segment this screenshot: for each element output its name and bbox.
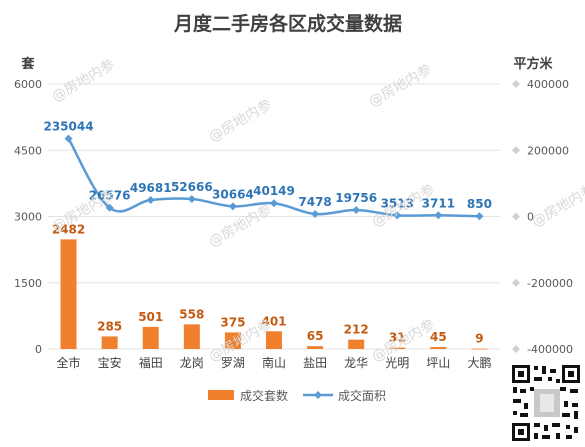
x-tick-label: 龙岗	[180, 356, 204, 370]
line-value-label: 3513	[381, 196, 414, 210]
line-point	[393, 211, 402, 220]
x-tick-label: 坪山	[426, 356, 450, 370]
bar-value-label: 65	[307, 329, 324, 343]
left-tick-label: 6000	[14, 78, 42, 91]
bar-value-label: 401	[261, 314, 286, 328]
legend-swatch-bars	[208, 390, 234, 400]
right-tick-label: -400000	[527, 343, 573, 356]
right-tick-marker	[512, 345, 520, 353]
qr-code	[510, 363, 582, 443]
x-tick-label: 南山	[262, 355, 286, 370]
bar-value-label: 558	[179, 307, 204, 321]
line-point	[270, 199, 278, 208]
line-point	[64, 134, 73, 143]
left-axis-unit: 套	[20, 56, 35, 72]
right-tick-marker	[512, 278, 520, 287]
line-value-label: 40149	[253, 184, 295, 198]
right-tick-label: 0	[527, 211, 534, 224]
line-value-label: 19756	[335, 191, 377, 205]
line-point	[475, 212, 484, 221]
legend-label-bars: 成交套数	[240, 388, 288, 403]
bar	[101, 336, 118, 349]
line-point	[105, 203, 114, 212]
left-tick-label: 4500	[14, 144, 42, 157]
bar	[389, 347, 406, 349]
bar-value-label: 285	[97, 319, 122, 333]
bar-value-label: 2482	[52, 222, 85, 236]
right-tick-marker	[512, 212, 520, 221]
line-point	[146, 196, 155, 205]
right-axis-ticks: -400000 -200000 0 200000 400000	[512, 78, 573, 356]
line-value-label: 850	[467, 197, 492, 211]
line-value-label: 235044	[43, 120, 93, 134]
line-point	[228, 202, 237, 211]
bar	[60, 239, 77, 349]
legend-marker-line	[314, 391, 322, 399]
bar-value-label: 212	[344, 323, 369, 337]
x-tick-label: 光明	[385, 356, 409, 370]
bar	[430, 347, 447, 349]
right-tick-label: 200000	[527, 144, 569, 157]
line-point	[434, 211, 443, 220]
x-tick-label: 盐田	[303, 356, 327, 370]
x-axis-labels: 全市 宝安 福田 龙岗 罗湖 南山 盐田 龙华 光明 坪山 大鹏	[57, 355, 492, 370]
line-point	[311, 210, 320, 219]
left-tick-label: 0	[35, 343, 42, 356]
x-tick-label: 大鹏	[467, 356, 491, 370]
line-value-label: 49681	[130, 181, 172, 195]
bar-value-label: 45	[430, 330, 447, 344]
line-value-label: 30664	[212, 187, 254, 201]
bar-series: 2482 285 501 558 375 401 65 212 31 45 9	[52, 222, 488, 350]
left-tick-label: 3000	[14, 211, 42, 224]
bar	[471, 348, 488, 350]
line-point	[352, 205, 361, 214]
right-axis-unit: 平方米	[513, 56, 553, 72]
bar	[307, 346, 324, 349]
bar	[142, 326, 159, 349]
bar-value-label: 375	[220, 315, 245, 329]
x-tick-label: 龙华	[344, 356, 368, 370]
x-tick-label: 福田	[139, 355, 163, 370]
bar	[224, 332, 241, 349]
line-value-label: 52666	[171, 180, 213, 194]
bar	[183, 324, 200, 349]
right-tick-marker	[512, 146, 520, 155]
legend-label-line: 成交面积	[338, 388, 386, 403]
bar-value-label: 31	[389, 331, 406, 345]
left-tick-label: 1500	[14, 277, 42, 290]
line-point	[187, 195, 196, 204]
x-tick-label: 宝安	[98, 355, 122, 370]
right-tick-label: 400000	[527, 78, 569, 91]
chart-title: 月度二手房各区成交量数据	[173, 12, 402, 35]
right-tick-marker	[512, 80, 520, 88]
line-value-label: 3711	[422, 196, 455, 210]
x-tick-label: 罗湖	[221, 355, 245, 370]
line-value-label: 26576	[89, 189, 131, 203]
left-axis-ticks: 0 1500 3000 4500 6000	[14, 78, 42, 356]
line-value-label: 7478	[298, 195, 331, 209]
x-tick-label: 全市	[57, 355, 81, 370]
legend: 成交套数 成交面积	[208, 388, 386, 403]
right-tick-label: -200000	[527, 277, 573, 290]
bar	[348, 339, 365, 349]
bar-value-label: 9	[475, 332, 483, 346]
bar-value-label: 501	[138, 310, 163, 324]
bar	[266, 331, 282, 349]
